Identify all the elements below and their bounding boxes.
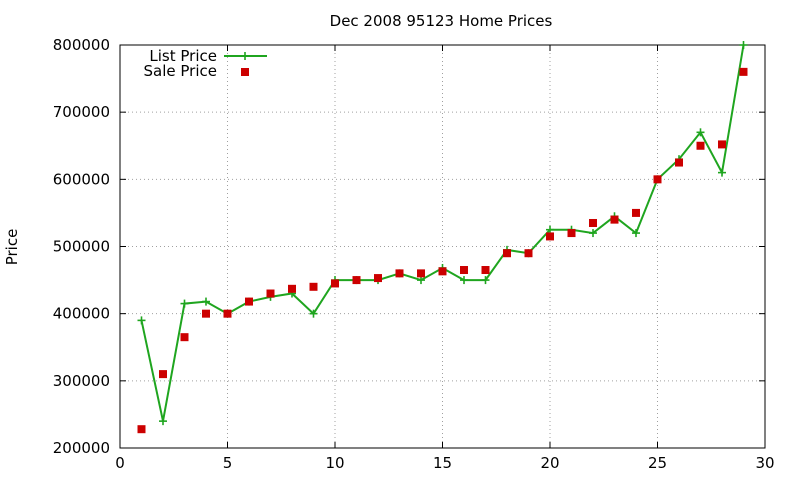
x-tick-label: 25 <box>648 454 667 472</box>
x-tick-label: 5 <box>223 454 233 472</box>
x-tick-label: 0 <box>115 454 125 472</box>
y-tick-label: 200000 <box>53 439 110 457</box>
sale-price-point <box>417 269 425 278</box>
sale-price-point <box>159 370 167 379</box>
list-price-point <box>202 297 210 306</box>
y-tick-label: 700000 <box>53 103 110 121</box>
sale-price-point <box>718 140 726 149</box>
sale-price-point <box>266 289 275 298</box>
y-axis-label: Price <box>3 229 21 266</box>
x-tick-label: 10 <box>325 454 344 472</box>
y-tick-label: 500000 <box>53 238 110 256</box>
sale-price-point <box>202 309 210 318</box>
sale-price-point <box>589 218 597 227</box>
sale-price-point <box>460 266 468 275</box>
sale-price-point <box>632 208 640 217</box>
grid <box>120 45 765 448</box>
legend-swatch-sale-price <box>241 68 249 76</box>
list-price-point <box>589 229 597 238</box>
x-tick-label: 30 <box>755 454 774 472</box>
y-tick-label: 600000 <box>53 170 110 188</box>
list-price-point <box>481 276 490 285</box>
y-tick-label: 400000 <box>53 305 110 323</box>
sale-price-point <box>610 215 619 224</box>
list-price-point <box>180 299 189 308</box>
sale-price-point <box>352 276 361 285</box>
sale-price-point <box>223 309 232 318</box>
list-price-point <box>159 417 167 426</box>
x-tick-label: 20 <box>540 454 559 472</box>
sale-price-point <box>180 333 189 342</box>
y-tick-label: 800000 <box>53 36 110 54</box>
sale-price-point <box>481 266 490 275</box>
list-price-point <box>739 41 748 49</box>
list-price-point <box>137 316 146 325</box>
sale-price-point <box>524 249 533 258</box>
sale-price-point <box>696 141 705 150</box>
list-price-point <box>718 168 726 177</box>
sale-price-point <box>309 282 318 291</box>
list-price-point <box>696 128 705 137</box>
list-price-point <box>309 309 318 318</box>
sale-price-point <box>739 67 748 76</box>
axis-ticks: 0 5 10 15 20 25 30 200000 300000 400000 500000 6000… <box>53 36 775 472</box>
chart-title: Dec 2008 95123 Home Prices <box>330 12 553 30</box>
x-tick-label: 15 <box>433 454 452 472</box>
list-price-point <box>417 276 425 285</box>
sale-price-point <box>675 158 683 167</box>
legend-label-sale-price: Sale Price <box>144 62 217 80</box>
sale-price-point <box>374 274 382 283</box>
sale-price-point <box>395 269 404 278</box>
sale-price-point <box>438 267 447 276</box>
sale-price-point <box>653 175 662 184</box>
sale-price-point <box>331 279 339 288</box>
list-price-point <box>460 276 468 285</box>
sale-price-point <box>546 232 554 241</box>
sale-price-point <box>245 297 253 306</box>
sale-price-point <box>503 249 511 258</box>
list-price-point <box>546 225 554 234</box>
sale-price-point <box>288 284 296 293</box>
y-tick-label: 300000 <box>53 372 110 390</box>
list-price-point <box>632 229 640 238</box>
legend-label-list-price: List Price <box>149 47 217 65</box>
sale-price-point <box>567 229 576 238</box>
series-layer <box>137 41 748 434</box>
sale-price-point <box>137 425 146 434</box>
